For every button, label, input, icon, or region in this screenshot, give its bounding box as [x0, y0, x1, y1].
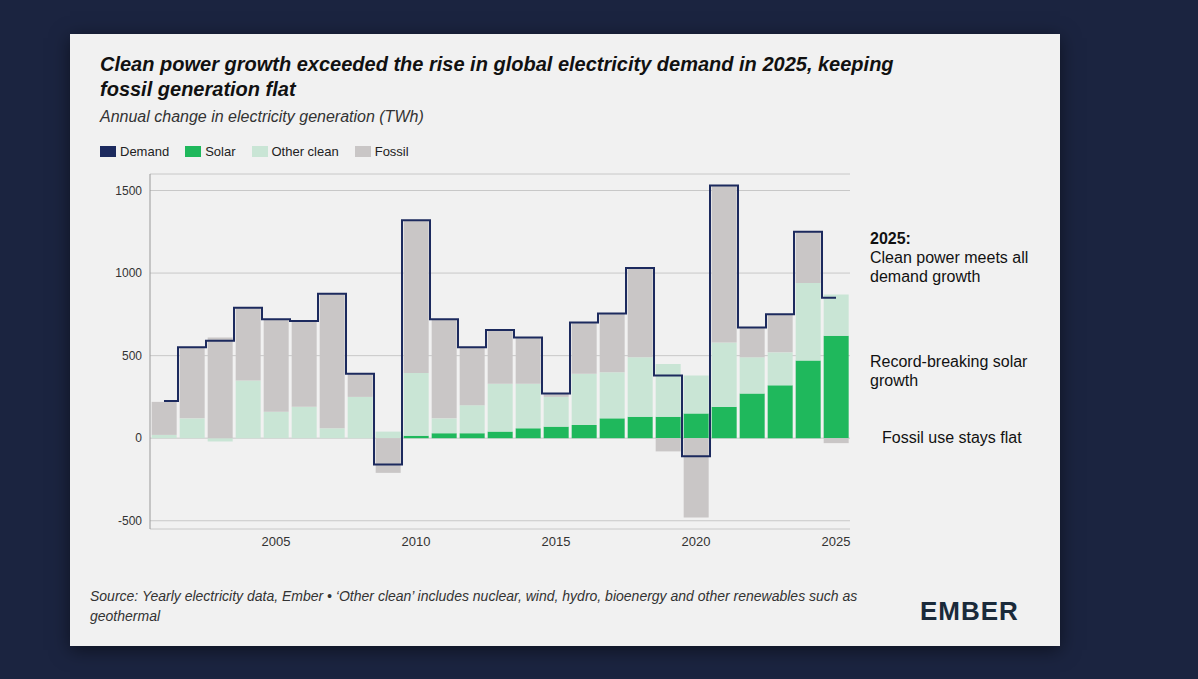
- svg-text:2015: 2015: [542, 534, 571, 549]
- html-text:Other clean: Other clean: [271, 144, 339, 159]
- html-text:Fossil: Fossil: [374, 144, 409, 159]
- svg-text:1500: 1500: [115, 184, 142, 198]
- html-text:Clean power growth exceeded th: Clean power growth exceeded the rise in …: [100, 53, 894, 100]
- html-text:Fossil use stays flat: Fossil use stays flat: [882, 429, 1022, 446]
- svg-text:2025: 2025: [822, 534, 851, 549]
- svg-text:-500: -500: [118, 514, 142, 528]
- html-text:Record-breaking solar growth: Record-breaking solar growth: [870, 353, 1028, 389]
- html-text:Source: Yearly electricity dat: Source: Yearly electricity data, Ember •…: [90, 588, 858, 624]
- html-text:Clean power meets all demand g: Clean power meets all demand growth: [870, 249, 1029, 285]
- svg-text:500: 500: [122, 349, 142, 363]
- html-text:Demand: Demand: [120, 144, 170, 159]
- html-text:Annual change in electricity g: Annual change in electricity generation …: [100, 108, 424, 125]
- html-text:Solar: Solar: [205, 144, 236, 159]
- svg-text:1000: 1000: [115, 266, 142, 280]
- svg-text:2010: 2010: [402, 534, 431, 549]
- svg-text:2020: 2020: [682, 534, 711, 549]
- html-text:EMBER: EMBER: [920, 596, 1019, 626]
- svg-text:0: 0: [135, 431, 142, 445]
- html-text:2025:: 2025:: [870, 230, 911, 247]
- svg-text:2005: 2005: [262, 534, 291, 549]
